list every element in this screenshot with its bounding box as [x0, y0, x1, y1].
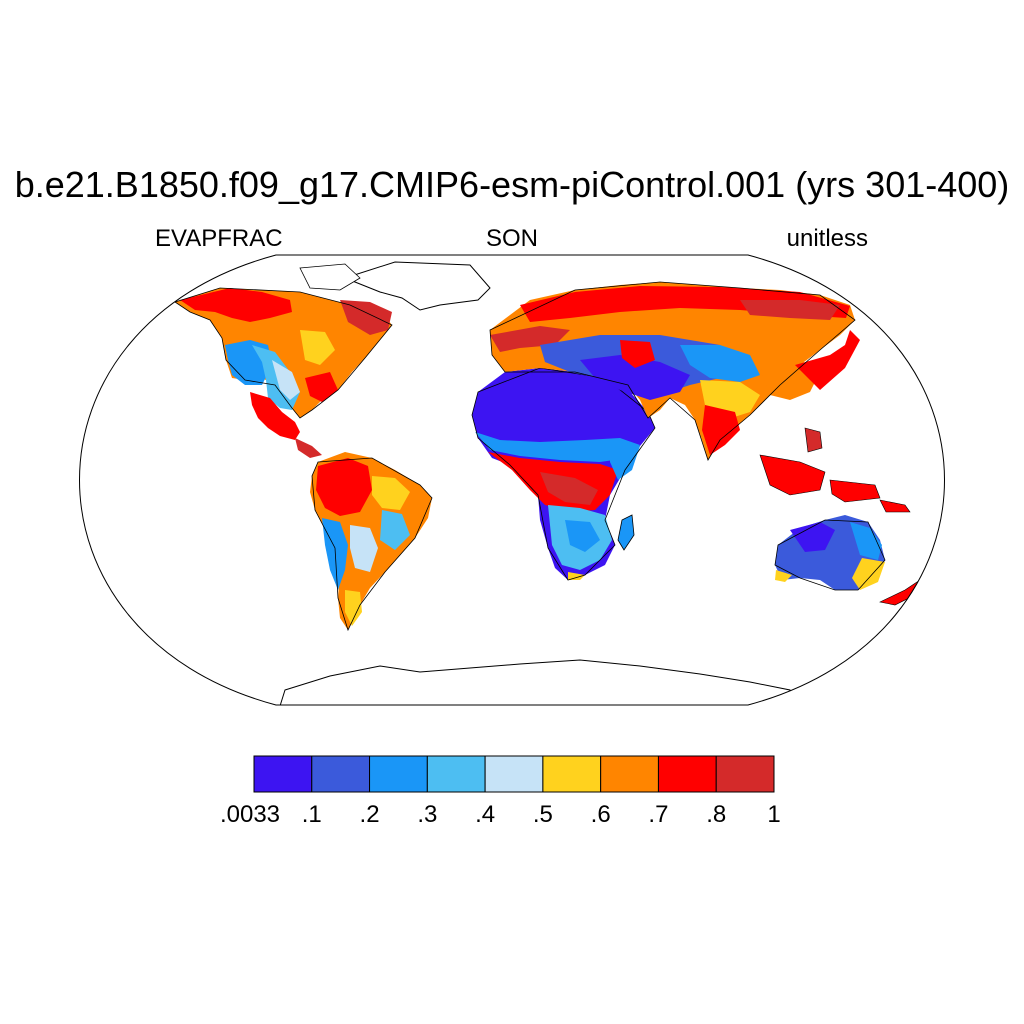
colorbar-label: .4: [475, 801, 496, 828]
map-frame: [79, 254, 945, 706]
plot-title: b.e21.B1850.f09_g17.CMIP6-esm-piControl.…: [14, 164, 1010, 205]
colorbar-box: [484, 755, 544, 793]
map-antarctica: [279, 659, 801, 705]
map-north-america: [174, 287, 393, 458]
colorbar-label: 1: [767, 801, 781, 828]
colorbar-box: [426, 755, 486, 793]
colorbar-label: .5: [532, 801, 553, 828]
colorbar-label: .8: [706, 801, 727, 828]
colorbar-box: [600, 755, 659, 793]
map-greenland: [299, 261, 491, 311]
colorbar-box: [657, 755, 717, 793]
colorbar-box: [715, 755, 775, 793]
colorbar-label: .0033: [219, 801, 281, 828]
colorbar-label: .6: [590, 801, 611, 828]
map-eurasia: [489, 281, 860, 461]
colorbar-box: [542, 755, 602, 793]
colorbar-label: .3: [417, 801, 438, 828]
colorbar-label: .2: [359, 801, 380, 828]
units-label: unitless: [786, 225, 868, 252]
colorbar-label: .7: [648, 801, 669, 828]
colorbar-box: [369, 755, 428, 793]
map-australia: [774, 515, 921, 606]
colorbar-box: [253, 755, 313, 793]
colorbar: [253, 755, 775, 793]
colorbar-label: .1: [301, 801, 322, 828]
map-south-america: [310, 452, 433, 632]
map-africa: [471, 367, 656, 581]
variable-label: EVAPFRAC: [155, 225, 283, 252]
season-label: SON: [485, 225, 538, 252]
map-maritime-asia: [759, 427, 911, 513]
colorbar-box: [311, 755, 371, 793]
